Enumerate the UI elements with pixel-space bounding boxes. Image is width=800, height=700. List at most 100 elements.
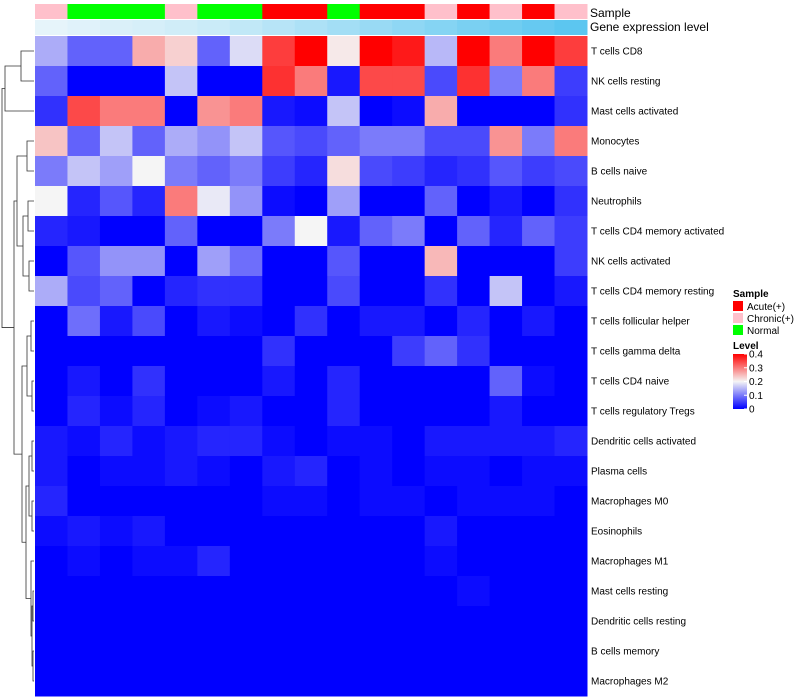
heatmap-cell bbox=[424, 486, 458, 517]
legend-sample-items: Acute(+)Chronic(+)Normal bbox=[733, 301, 794, 337]
heatmap-cell bbox=[457, 486, 491, 517]
heatmap-cell bbox=[35, 576, 68, 607]
heatmap-cell bbox=[424, 186, 458, 217]
heatmap-cell bbox=[327, 276, 361, 307]
heatmap-cell bbox=[522, 516, 556, 547]
heatmap-cell bbox=[229, 126, 263, 157]
dendrogram-branch bbox=[26, 140, 34, 172]
heatmap-cell bbox=[489, 246, 523, 277]
heatmap-cell bbox=[457, 156, 491, 187]
row-label: Mast cells activated bbox=[591, 107, 678, 118]
heatmap-cell bbox=[229, 546, 263, 577]
row-label: T cells CD8 bbox=[591, 47, 643, 58]
heatmap-cell bbox=[262, 216, 296, 247]
dendrogram-branch bbox=[32, 590, 34, 622]
level-tick-label: 0.2 bbox=[749, 377, 763, 388]
heatmap-cell bbox=[392, 456, 426, 487]
heatmap-cell bbox=[229, 156, 263, 187]
heatmap-cell bbox=[229, 516, 263, 547]
heatmap-cell bbox=[67, 66, 101, 97]
heatmap-cell bbox=[522, 666, 556, 697]
heatmap-cell bbox=[67, 546, 101, 577]
heatmap-cell bbox=[424, 426, 458, 457]
heatmap-cell bbox=[554, 96, 588, 127]
heatmap-cell bbox=[67, 36, 101, 67]
heatmap-cell bbox=[392, 216, 426, 247]
row-label: Mast cells resting bbox=[591, 587, 668, 598]
heatmap-cell bbox=[359, 186, 393, 217]
heatmap-cell bbox=[359, 576, 393, 607]
heatmap-cell bbox=[424, 456, 458, 487]
heatmap-cell bbox=[327, 246, 361, 277]
gene-level-annotation-cell bbox=[197, 20, 231, 35]
heatmap-cell bbox=[67, 396, 101, 427]
heatmap-cell bbox=[424, 546, 458, 577]
level-tick-label: 0.1 bbox=[749, 391, 763, 402]
heatmap-cell bbox=[457, 666, 491, 697]
gene-level-annotation-cell bbox=[67, 20, 101, 35]
heatmap-cell bbox=[67, 216, 101, 247]
heatmap-cell bbox=[489, 366, 523, 397]
heatmap-cell bbox=[489, 336, 523, 367]
heatmap-cell bbox=[197, 396, 231, 427]
heatmap-cell bbox=[294, 156, 328, 187]
dendrogram-branch bbox=[28, 455, 32, 517]
heatmap-cell bbox=[522, 486, 556, 517]
heatmap-cell bbox=[197, 486, 231, 517]
sample-annotation-cell-acute bbox=[294, 4, 328, 19]
heatmap-cell bbox=[294, 456, 328, 487]
heatmap-cell bbox=[262, 516, 296, 547]
heatmap-cell bbox=[132, 96, 166, 127]
heatmap-cell bbox=[197, 306, 231, 337]
heatmap-cell bbox=[457, 246, 491, 277]
sample-annotation-cell-normal bbox=[229, 4, 263, 19]
heatmap-cell bbox=[132, 576, 166, 607]
dendrogram-branch bbox=[16, 155, 27, 247]
heatmap-cell bbox=[229, 426, 263, 457]
heatmap-cell bbox=[229, 66, 263, 97]
heatmap-cell bbox=[99, 96, 133, 127]
heatmap-cell bbox=[522, 126, 556, 157]
heatmap-cell bbox=[457, 96, 491, 127]
row-label: T cells regulatory Tregs bbox=[591, 407, 695, 418]
heatmap-cell bbox=[554, 456, 588, 487]
heatmap-cell bbox=[359, 636, 393, 667]
heatmap-cell bbox=[359, 306, 393, 337]
heatmap-cell bbox=[229, 276, 263, 307]
sample-annotation-cell-acute bbox=[262, 4, 296, 19]
heatmap-cell bbox=[424, 66, 458, 97]
heatmap-cell bbox=[67, 126, 101, 157]
heatmap-cell bbox=[294, 666, 328, 697]
legend-sample-title: Sample bbox=[733, 289, 769, 300]
heatmap-cell bbox=[99, 66, 133, 97]
heatmap-cell bbox=[164, 636, 198, 667]
heatmap-cell bbox=[197, 426, 231, 457]
heatmap-cell bbox=[522, 336, 556, 367]
heatmap-cell bbox=[392, 246, 426, 277]
gene-level-annotation-cell bbox=[457, 20, 491, 35]
heatmap-cell bbox=[392, 486, 426, 517]
sample-annotation-cell-chronic bbox=[164, 4, 198, 19]
heatmap-cell bbox=[262, 156, 296, 187]
sample-annotation-cell-acute bbox=[359, 4, 393, 19]
heatmap-cell bbox=[359, 606, 393, 637]
heatmap-cell bbox=[392, 336, 426, 367]
heatmap-cell bbox=[294, 96, 328, 127]
heatmap-cell bbox=[294, 66, 328, 97]
heatmap-cell bbox=[457, 66, 491, 97]
heatmap-cell bbox=[327, 216, 361, 247]
heatmap-cell bbox=[67, 96, 101, 127]
heatmap-cell bbox=[294, 396, 328, 427]
heatmap-cell bbox=[554, 186, 588, 217]
heatmap-cell bbox=[99, 396, 133, 427]
heatmap-cell bbox=[457, 216, 491, 247]
heatmap-cell bbox=[392, 156, 426, 187]
heatmap-cell bbox=[197, 606, 231, 637]
heatmap-cell bbox=[132, 156, 166, 187]
row-label: B cells naive bbox=[591, 167, 648, 178]
heatmap-cell bbox=[554, 396, 588, 427]
heatmap-cell bbox=[489, 216, 523, 247]
heatmap-cell bbox=[99, 576, 133, 607]
heatmap-cell bbox=[197, 186, 231, 217]
heatmap-cell bbox=[359, 36, 393, 67]
